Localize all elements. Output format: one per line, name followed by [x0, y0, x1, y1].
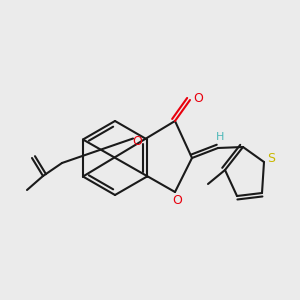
Text: O: O [172, 194, 182, 206]
Text: O: O [193, 92, 203, 104]
Text: O: O [132, 135, 142, 148]
Text: H: H [216, 132, 224, 142]
Text: S: S [267, 152, 275, 166]
